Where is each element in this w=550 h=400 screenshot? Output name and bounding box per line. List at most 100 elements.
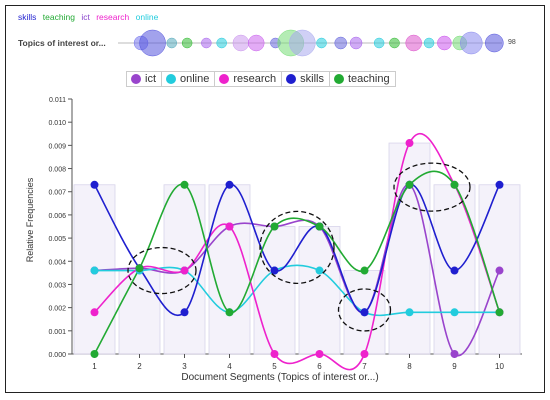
data-point-research bbox=[225, 222, 234, 231]
data-point-ict bbox=[495, 266, 504, 275]
x-tick-label: 6 bbox=[317, 362, 322, 371]
x-tick-label: 9 bbox=[452, 362, 457, 371]
data-point-skills bbox=[450, 266, 459, 275]
y-tick-label: 0.011 bbox=[49, 97, 66, 104]
data-point-online bbox=[315, 266, 324, 275]
data-point-teaching bbox=[270, 222, 279, 231]
data-point-teaching bbox=[180, 180, 189, 189]
data-point-research bbox=[270, 350, 279, 358]
legend-label: ict bbox=[145, 73, 156, 85]
legend-label: online bbox=[180, 73, 210, 85]
document-count: 98 bbox=[508, 39, 516, 46]
y-tick-label: 0.006 bbox=[48, 213, 66, 220]
data-point-research bbox=[90, 308, 99, 317]
data-point-online bbox=[450, 308, 459, 317]
y-tick-label: 0.003 bbox=[48, 282, 66, 289]
series-line-teaching bbox=[93, 170, 501, 355]
term-bubble bbox=[349, 36, 363, 50]
term-skills[interactable]: skills bbox=[18, 12, 37, 22]
x-tick-label: 1 bbox=[92, 362, 97, 371]
term-bubble bbox=[316, 37, 327, 49]
document-label: Topics of interest or... bbox=[18, 38, 106, 48]
legend-label: teaching bbox=[348, 73, 390, 85]
term-bubble bbox=[405, 34, 422, 52]
legend-dot-icon bbox=[219, 74, 230, 84]
data-point-skills bbox=[90, 180, 99, 189]
term-bubble bbox=[437, 35, 452, 51]
data-point-teaching bbox=[135, 264, 144, 273]
legend-label: research bbox=[233, 73, 277, 85]
term-bubble bbox=[166, 37, 178, 49]
y-tick-label: 0.005 bbox=[48, 236, 66, 243]
y-tick-label: 0.004 bbox=[48, 259, 66, 266]
data-point-skills bbox=[495, 180, 504, 189]
data-point-teaching bbox=[225, 308, 234, 317]
data-point-skills bbox=[225, 180, 234, 189]
term-bubble bbox=[373, 37, 385, 49]
y-tick-label: 0.010 bbox=[48, 120, 66, 127]
data-point-teaching bbox=[360, 266, 369, 275]
data-point-research bbox=[180, 266, 189, 275]
data-point-skills bbox=[180, 308, 189, 317]
segment-bar bbox=[208, 184, 251, 355]
term-bubble bbox=[289, 29, 316, 57]
data-point-teaching bbox=[405, 180, 414, 189]
x-tick-label: 4 bbox=[227, 362, 232, 371]
term-teaching[interactable]: teaching bbox=[42, 12, 75, 22]
x-tick-label: 10 bbox=[495, 362, 504, 371]
legend-dot-icon bbox=[286, 74, 297, 84]
legend-label: skills bbox=[300, 73, 324, 85]
term-bubble bbox=[201, 37, 212, 49]
legend-dot-icon bbox=[166, 74, 176, 84]
data-point-teaching bbox=[495, 308, 504, 317]
data-point-teaching bbox=[90, 350, 99, 358]
segment-bar bbox=[118, 267, 161, 355]
highlight-ellipse bbox=[259, 210, 335, 285]
y-tick-label: 0.000 bbox=[48, 352, 66, 359]
data-point-skills bbox=[360, 308, 369, 317]
x-tick-label: 3 bbox=[182, 362, 187, 371]
term-bubble bbox=[334, 36, 347, 50]
legend-item-skills[interactable]: skills bbox=[282, 72, 330, 86]
term-ict[interactable]: ict bbox=[81, 12, 90, 22]
x-tick-label: 7 bbox=[362, 362, 367, 371]
y-tick-label: 0.001 bbox=[48, 329, 66, 336]
legend-item-online[interactable]: online bbox=[162, 72, 216, 86]
segment-bar bbox=[253, 226, 296, 355]
term-list: skills teaching ict research online bbox=[18, 12, 162, 22]
chart-legend: ict online research skills teaching bbox=[126, 71, 396, 87]
term-bubble bbox=[460, 31, 483, 55]
y-tick-label: 0.002 bbox=[48, 306, 66, 313]
data-point-teaching bbox=[450, 180, 459, 189]
term-bubble bbox=[247, 34, 265, 52]
legend-item-research[interactable]: research bbox=[215, 72, 283, 86]
highlight-ellipse bbox=[337, 288, 392, 332]
term-bubble bbox=[139, 29, 166, 57]
highlight-ellipse bbox=[393, 162, 471, 212]
legend-item-teaching[interactable]: teaching bbox=[330, 72, 395, 86]
legend-dot-icon bbox=[334, 74, 344, 84]
term-bubble bbox=[216, 37, 227, 49]
series-line-online bbox=[94, 264, 500, 317]
x-tick-label: 8 bbox=[407, 362, 412, 371]
data-point-research bbox=[315, 350, 324, 358]
data-point-ict bbox=[450, 350, 459, 358]
y-axis-label: Relative Frequencies bbox=[25, 177, 35, 263]
data-point-teaching bbox=[315, 222, 324, 231]
y-tick-label: 0.009 bbox=[48, 143, 66, 150]
y-tick-label: 0.007 bbox=[48, 190, 66, 197]
data-point-online bbox=[405, 308, 414, 317]
x-axis-label: Document Segments (Topics of interest or… bbox=[181, 372, 379, 383]
term-research[interactable]: research bbox=[96, 12, 130, 22]
data-point-online bbox=[90, 266, 99, 275]
legend-item-ict[interactable]: ict bbox=[127, 72, 162, 86]
x-tick-label: 5 bbox=[272, 362, 277, 371]
segment-bar bbox=[388, 142, 431, 355]
term-online[interactable]: online bbox=[135, 12, 159, 22]
x-tick-label: 2 bbox=[137, 362, 142, 371]
data-point-research bbox=[360, 350, 369, 358]
term-bubble bbox=[423, 37, 435, 49]
term-bubble bbox=[485, 33, 504, 53]
term-bubble bbox=[232, 34, 250, 52]
term-bubble bbox=[181, 37, 193, 49]
